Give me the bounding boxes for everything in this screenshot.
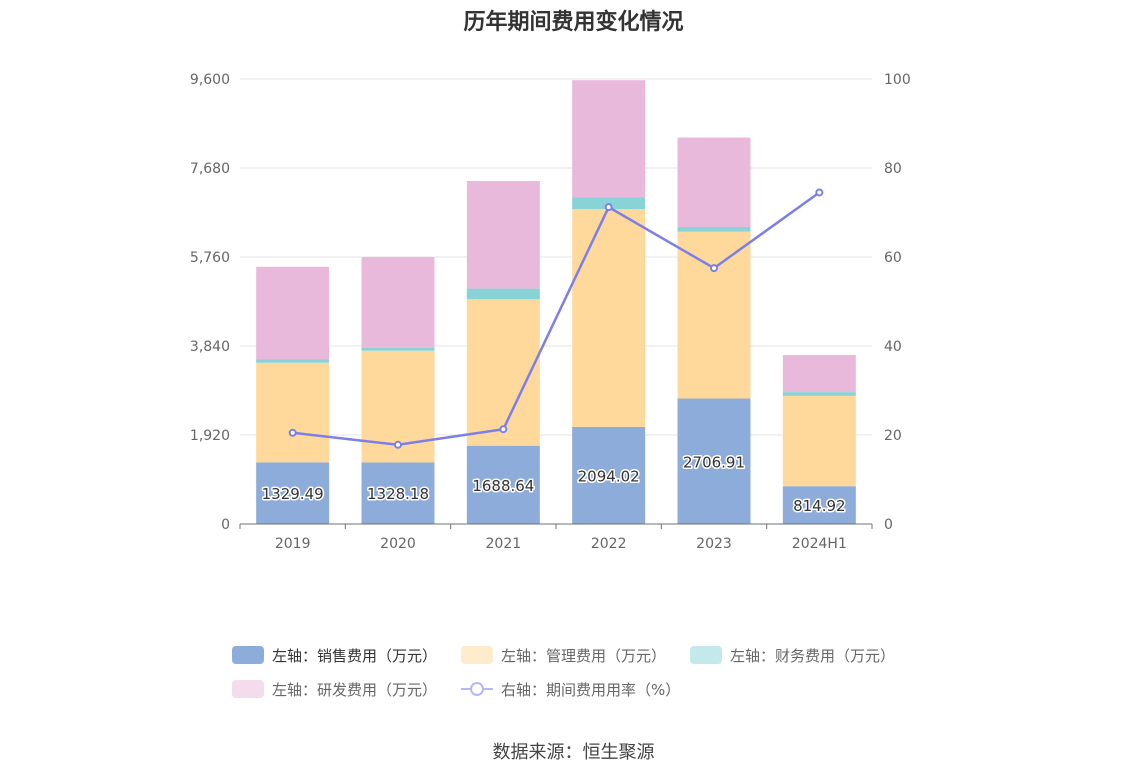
left-axis-tick-label: 7,680 <box>190 161 230 177</box>
legend-swatch-sales <box>232 646 264 664</box>
rate-point <box>710 264 718 273</box>
finance-bar <box>677 227 751 232</box>
finance-bar <box>782 392 856 396</box>
rnd-bar <box>782 355 856 393</box>
sales-data-label: 814.92 <box>793 497 846 515</box>
rate-point <box>288 428 297 437</box>
legend-label-sales: 左轴：销售费用（万元） <box>272 646 438 665</box>
admin-bar <box>572 209 646 427</box>
finance-bar <box>466 288 540 300</box>
rate-line-series <box>288 188 824 449</box>
sales-bar <box>677 398 751 524</box>
grid-lines <box>240 78 872 436</box>
left-axis-tick-label: 3,840 <box>190 339 230 355</box>
rate-point <box>604 203 613 212</box>
right-axis-tick-label: 100 <box>884 72 911 88</box>
legend-item-admin[interactable]: 左轴：管理费用（万元） <box>461 645 666 666</box>
legend-swatch-rnd <box>232 680 264 698</box>
left-axis-tick-label: 5,760 <box>190 250 230 266</box>
chart-title: 历年期间费用变化情况 <box>463 10 684 35</box>
sales-bar <box>572 426 646 524</box>
right-axis-tick-label: 80 <box>884 161 902 177</box>
x-axis-tick-label: 2024H1 <box>792 536 847 552</box>
legend-item-sales[interactable]: 左轴：销售费用（万元） <box>232 645 437 666</box>
sales-data-label: 1329.49 <box>262 485 324 503</box>
legend-swatch-finance <box>690 646 723 664</box>
legend-label-rate: 右轴：期间费用用率（%） <box>501 680 681 699</box>
sales-bar <box>361 462 435 524</box>
sales-data-label: 1328.18 <box>367 485 429 503</box>
legend-swatch-admin <box>461 646 494 664</box>
axes: 0 1,920 3,840 5,760 7,680 9,600 0 20 40 60 80 100 20… <box>190 72 911 552</box>
source-note: 数据来源：恒生聚源 <box>492 742 655 763</box>
right-axis-tick-label: 40 <box>884 339 902 355</box>
sales-data-label: 1688.64 <box>472 477 534 495</box>
rnd-bar <box>361 257 435 348</box>
bar-series <box>256 80 856 524</box>
legend-item-finance[interactable]: 左轴：财务费用（万元） <box>690 645 895 666</box>
legend-label-finance: 左轴：财务费用（万元） <box>730 646 896 665</box>
finance-bar <box>361 347 435 351</box>
x-axis-tick-label: 2020 <box>380 536 416 552</box>
legend-row: 左轴：研发费用（万元） 右轴：期间费用用率（%） <box>232 672 932 706</box>
finance-bar <box>256 359 330 363</box>
admin-bar <box>256 362 330 463</box>
data-labels: 1329.49 1328.18 1688.64 2094.02 2706.91 814.9… <box>260 452 847 517</box>
legend-item-rnd[interactable]: 左轴：研发费用（万元） <box>232 679 437 700</box>
chart-canvas: 1329.49 1328.18 1688.64 2094.02 2706.91 814.9… <box>190 72 911 552</box>
right-axis-tick-label: 20 <box>884 428 902 444</box>
rate-point <box>499 425 508 434</box>
right-axis-tick-label: 0 <box>884 517 893 533</box>
sales-bar <box>782 486 856 524</box>
x-axis-tick-label: 2019 <box>275 536 311 552</box>
legend-row: 左轴：销售费用（万元） 左轴：管理费用（万元） 左轴：财务费用（万元） <box>232 638 932 672</box>
x-axis-tick-label: 2023 <box>696 536 732 552</box>
legend-label-admin: 左轴：管理费用（万元） <box>501 646 667 665</box>
rnd-bar <box>572 80 646 198</box>
sales-data-label: 2706.91 <box>683 453 745 471</box>
x-axis-tick-label: 2022 <box>591 536 627 552</box>
legend: 左轴：销售费用（万元） 左轴：管理费用（万元） 左轴：财务费用（万元） 左轴：研… <box>232 638 932 706</box>
rnd-bar <box>466 181 540 289</box>
sales-bar <box>466 445 540 524</box>
rate-point <box>394 440 402 449</box>
right-axis-tick-label: 60 <box>884 250 902 266</box>
rate-point <box>815 188 824 197</box>
left-axis-tick-label: 0 <box>221 517 230 533</box>
admin-bar <box>782 395 856 487</box>
admin-bar <box>677 231 751 399</box>
rnd-bar <box>677 137 751 228</box>
rnd-bar <box>256 266 330 360</box>
admin-bar <box>466 299 540 446</box>
left-axis-tick-label: 9,600 <box>190 72 230 88</box>
sales-bar <box>256 462 330 524</box>
legend-swatch-rate <box>461 682 494 696</box>
left-axis-tick-label: 1,920 <box>190 428 230 444</box>
sales-data-label: 2094.02 <box>578 467 640 485</box>
legend-label-rnd: 左轴：研发费用（万元） <box>272 680 438 699</box>
x-axis-tick-label: 2021 <box>486 536 522 552</box>
legend-item-rate[interactable]: 右轴：期间费用用率（%） <box>461 679 680 700</box>
rate-line <box>292 191 821 447</box>
